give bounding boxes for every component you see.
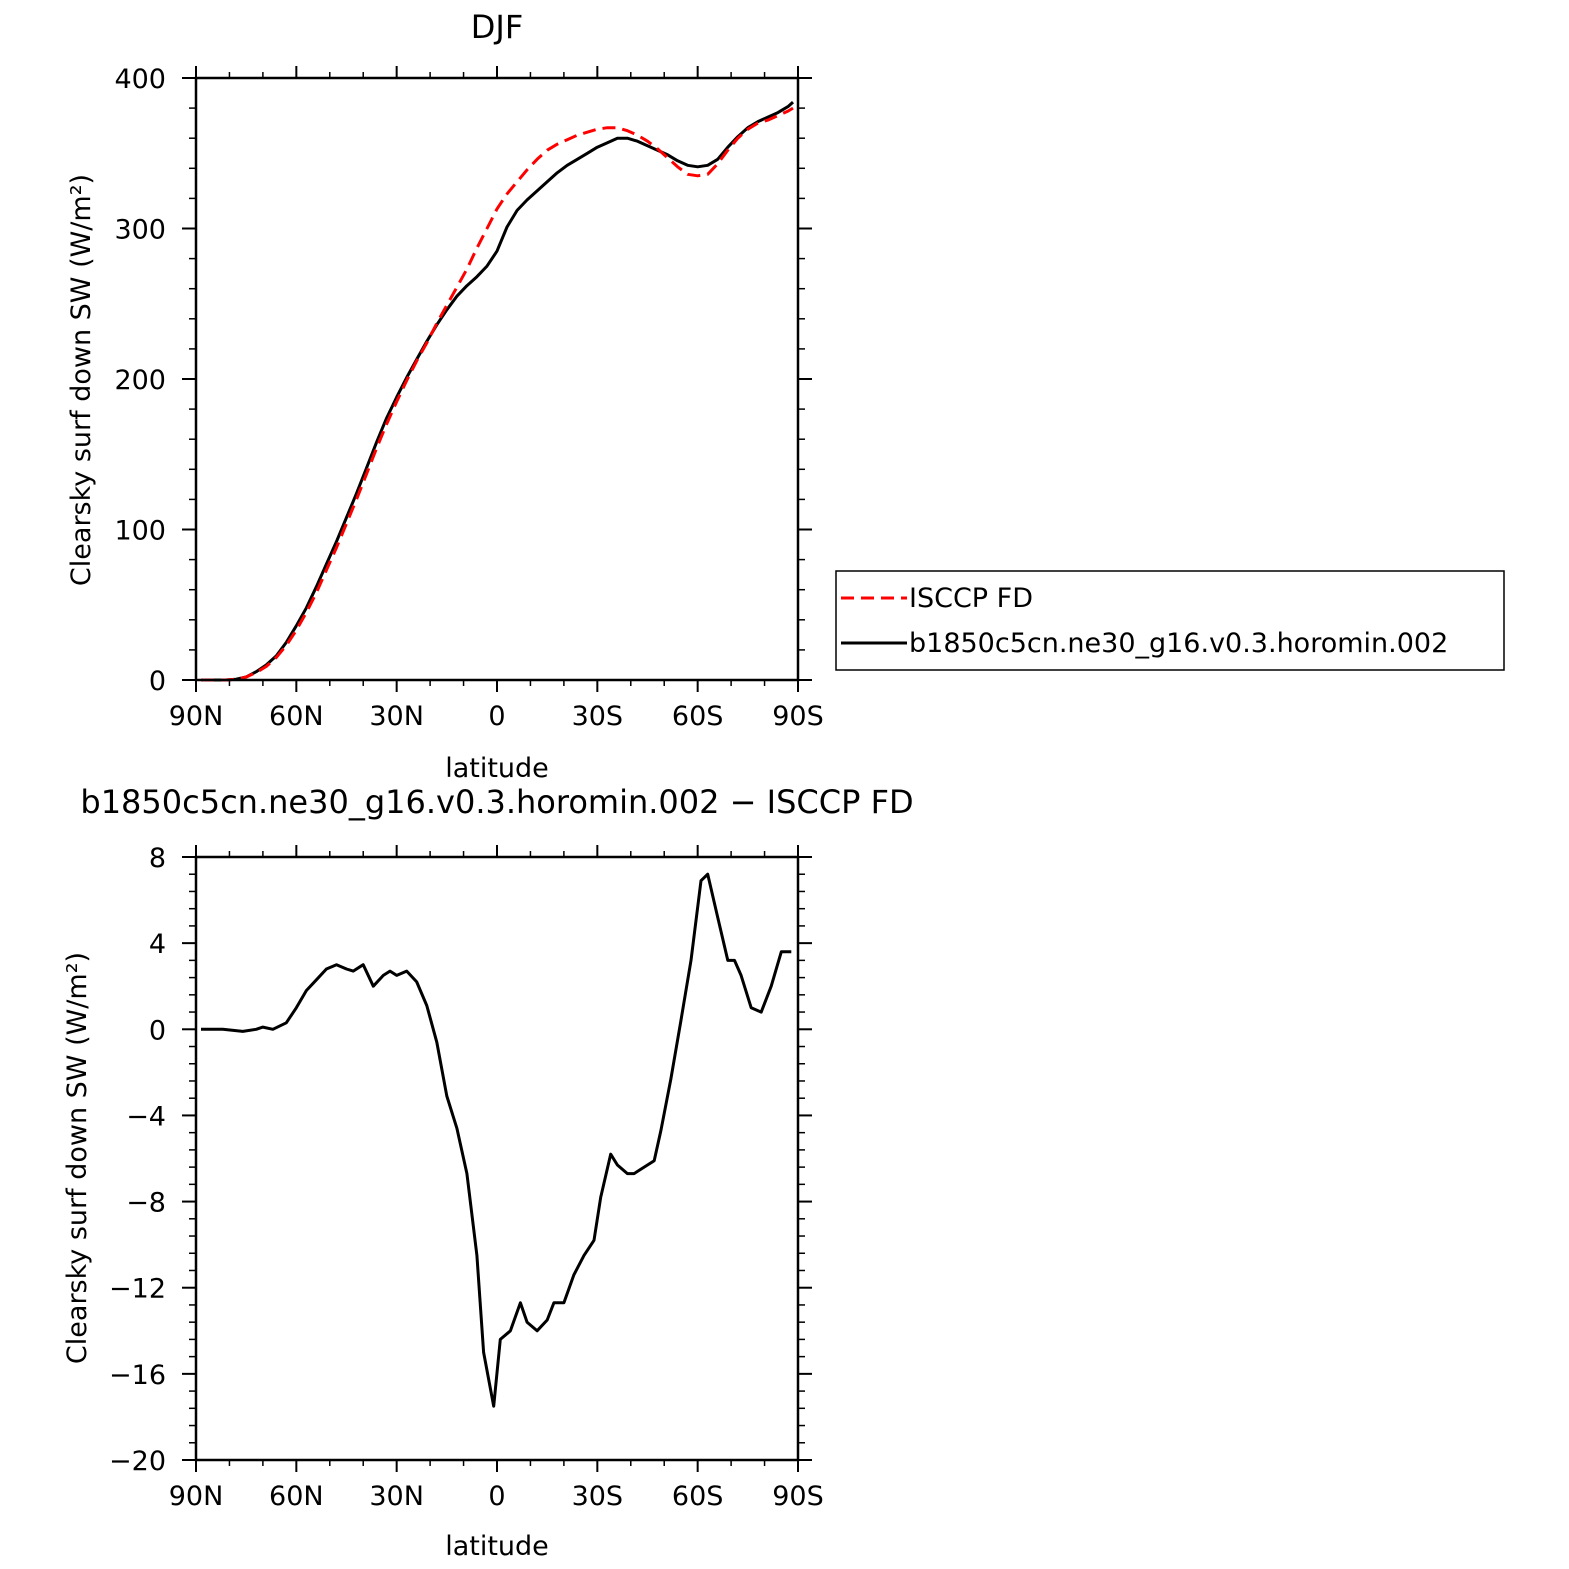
chart-title: b1850c5cn.ne30_g16.v0.3.horomin.002 − IS…	[80, 783, 913, 821]
legend-label-isccp-fd: ISCCP FD	[909, 583, 1033, 614]
y-tick-label: 4	[149, 929, 166, 960]
x-tick-label: 60N	[269, 701, 324, 732]
tick-group: 90N 60N 30N 0 30S 60S 90S 0 100 200 300 400	[114, 64, 823, 732]
chart-djf: DJF Clearsky surf down SW (W/m²) latitud…	[66, 8, 824, 784]
legend: ISCCP FD b1850c5cn.ne30_g16.v0.3.horomin…	[835, 570, 1505, 671]
x-tick-label: 30N	[369, 1481, 424, 1512]
y-tick-label: 300	[114, 215, 166, 246]
x-tick-label: 90S	[772, 701, 824, 732]
x-tick-label: 30S	[572, 701, 624, 732]
chart-difference: b1850c5cn.ne30_g16.v0.3.horomin.002 − IS…	[62, 783, 914, 1562]
y-axis-label-text: Clearsky surf down SW (W/m²)	[66, 174, 97, 586]
plot-frame	[194, 76, 800, 682]
x-axis-label: latitude	[445, 753, 549, 784]
legend-label-model: b1850c5cn.ne30_g16.v0.3.horomin.002	[909, 628, 1448, 659]
y-tick-label: −20	[109, 1446, 166, 1477]
series-line-model	[201, 100, 795, 682]
x-tick-label: 30N	[369, 701, 424, 732]
x-tick-label: 60S	[672, 1481, 724, 1512]
x-tick-label: 90N	[169, 1481, 224, 1512]
y-tick-label: 400	[114, 64, 166, 95]
series-line-difference	[201, 872, 792, 1408]
x-axis-label: latitude	[445, 1531, 549, 1562]
x-tick-label: 0	[488, 701, 505, 732]
y-axis-label-text: Clearsky surf down SW (W/m²)	[62, 952, 93, 1364]
series-group	[201, 872, 792, 1408]
y-tick-label: −8	[126, 1188, 166, 1219]
x-tick-label: 60N	[269, 1481, 324, 1512]
y-tick-label: 100	[114, 516, 166, 547]
legend-box	[835, 570, 1505, 671]
x-tick-label: 60S	[672, 701, 724, 732]
x-tick-label: 30S	[572, 1481, 624, 1512]
series-group	[201, 100, 795, 682]
y-tick-label: −4	[126, 1101, 166, 1132]
series-line-isccp-fd	[201, 106, 794, 682]
plot-frame	[194, 855, 800, 1462]
y-tick-label: −16	[109, 1360, 166, 1391]
y-axis-label: Clearsky surf down SW (W/m²)	[66, 174, 97, 586]
x-tick-label: 90S	[772, 1481, 824, 1512]
y-axis-label: Clearsky surf down SW (W/m²)	[62, 952, 93, 1364]
x-tick-label: 90N	[169, 701, 224, 732]
y-tick-label: 8	[149, 843, 166, 874]
chart-title: DJF	[471, 8, 523, 46]
y-tick-label: 200	[114, 365, 166, 396]
y-tick-label: 0	[149, 1015, 166, 1046]
y-tick-label: −12	[109, 1274, 166, 1305]
y-tick-label: 0	[149, 666, 166, 697]
x-tick-label: 0	[488, 1481, 505, 1512]
